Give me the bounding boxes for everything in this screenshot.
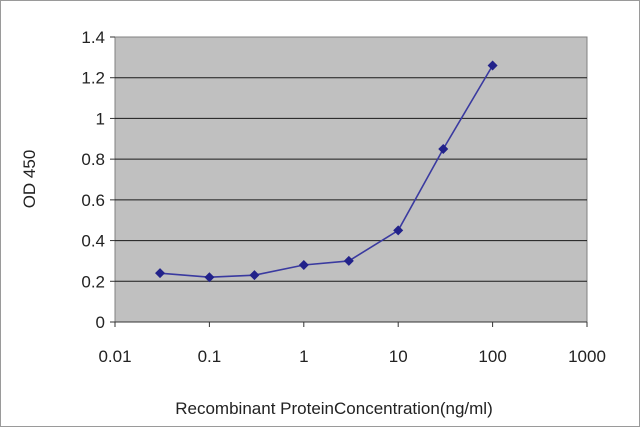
y-tick-label: 1.2	[81, 69, 105, 88]
data-point	[438, 143, 449, 154]
y-tick-label: 1	[96, 109, 105, 128]
x-tick-label: 0.1	[198, 347, 222, 366]
data-point	[155, 268, 166, 279]
y-tick-label: 1.4	[81, 28, 105, 47]
y-tick-label: 0.8	[81, 150, 105, 169]
data-point	[204, 272, 215, 283]
y-axis: 0 0.2 0.4 0.6 0.8 1 1.2 1.4	[81, 28, 115, 332]
y-tick-label: 0.6	[81, 191, 105, 210]
x-tick-label: 1	[299, 347, 308, 366]
plot-area	[114, 36, 588, 323]
data-point	[393, 225, 404, 236]
data-point	[343, 255, 354, 266]
x-axis: 0.01 0.1 1 10 100 1000	[98, 321, 606, 366]
data-point	[298, 260, 309, 270]
data-series	[155, 60, 498, 283]
x-tick-label: 10	[389, 347, 408, 366]
x-tick-label: 1000	[568, 347, 606, 366]
y-tick-label: 0	[96, 313, 105, 332]
series-line	[159, 65, 494, 279]
x-axis-title: Recombinant ProteinConcentration(ng/ml)	[175, 399, 493, 418]
data-point	[487, 60, 498, 71]
gridlines	[115, 77, 587, 282]
y-axis-title: OD 450	[20, 150, 39, 209]
y-tick-label: 0.2	[81, 272, 105, 291]
data-point	[249, 270, 260, 281]
x-tick-label: 0.01	[98, 347, 131, 366]
x-tick-label: 100	[478, 347, 506, 366]
y-tick-label: 0.4	[81, 232, 105, 251]
